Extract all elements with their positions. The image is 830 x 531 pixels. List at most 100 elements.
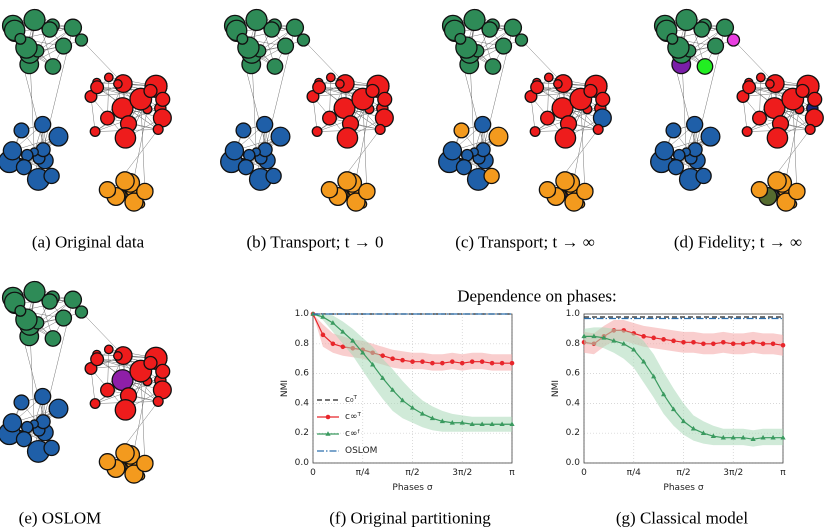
point <box>720 340 726 345</box>
node <box>44 330 62 347</box>
node <box>236 32 249 45</box>
node <box>665 122 682 139</box>
node <box>89 126 101 138</box>
point <box>340 344 346 350</box>
point <box>730 341 736 347</box>
node <box>89 398 101 410</box>
node <box>742 80 757 95</box>
x-tick-label: π/4 <box>627 468 641 478</box>
point <box>591 333 597 339</box>
node <box>320 181 339 199</box>
node <box>543 72 554 83</box>
point <box>750 340 756 345</box>
node <box>306 89 320 104</box>
edge <box>140 371 146 464</box>
node <box>115 443 135 463</box>
caption: (e) OSLOM <box>19 509 102 528</box>
point <box>479 359 485 364</box>
node <box>257 142 273 158</box>
y-tick-label: 0.4 <box>566 398 581 408</box>
node <box>63 290 83 309</box>
node <box>41 21 58 38</box>
node <box>675 8 698 32</box>
caption: (f) Original partitioning <box>329 509 491 528</box>
edge <box>580 99 586 192</box>
point <box>439 418 445 424</box>
point <box>380 375 386 380</box>
node <box>224 141 245 161</box>
point <box>330 320 336 325</box>
point <box>330 341 336 347</box>
point <box>680 418 687 424</box>
node <box>483 167 500 185</box>
edge <box>521 39 564 84</box>
node <box>454 32 467 45</box>
node <box>114 399 137 421</box>
point <box>720 434 726 440</box>
node <box>554 127 577 149</box>
point <box>710 433 716 438</box>
node <box>752 110 767 126</box>
x-tick-label: 0 <box>310 468 316 478</box>
point <box>380 353 385 359</box>
node <box>715 18 735 37</box>
node <box>54 37 73 55</box>
node <box>152 395 164 408</box>
y-tick-label: 0.0 <box>566 458 581 468</box>
legend-label: OSLOM <box>345 446 377 456</box>
node <box>103 72 114 83</box>
node <box>453 122 470 139</box>
figure-title: Dependence on phases: <box>457 287 617 306</box>
edge <box>81 39 124 84</box>
point <box>670 406 677 412</box>
node <box>136 454 154 473</box>
edge <box>362 99 368 192</box>
edge <box>81 311 124 356</box>
node <box>84 89 98 104</box>
node <box>23 8 46 32</box>
node <box>337 171 357 191</box>
node <box>795 83 810 99</box>
node <box>706 37 725 55</box>
node <box>63 18 83 37</box>
point <box>750 436 756 441</box>
point <box>671 338 676 344</box>
node <box>335 79 345 89</box>
node <box>265 167 282 185</box>
point <box>691 340 696 345</box>
point <box>581 333 587 339</box>
point <box>601 335 607 340</box>
node <box>555 171 575 191</box>
point <box>740 434 746 440</box>
x-tick-label: 3π/2 <box>723 468 743 478</box>
node <box>143 355 158 371</box>
edge <box>303 39 346 84</box>
point <box>770 434 776 440</box>
point <box>631 346 637 352</box>
point <box>730 434 736 440</box>
node <box>152 123 164 136</box>
y-tick-label: 0.6 <box>295 369 310 379</box>
node <box>488 126 509 147</box>
point <box>690 425 697 431</box>
edge <box>733 39 776 84</box>
point <box>611 338 617 343</box>
node <box>312 80 327 95</box>
node <box>377 91 393 107</box>
band <box>313 314 513 432</box>
node <box>237 159 255 176</box>
node <box>766 127 789 149</box>
node <box>256 115 274 134</box>
point <box>449 419 455 425</box>
node <box>13 122 30 139</box>
point <box>409 405 416 410</box>
x-tick-label: π/2 <box>676 468 690 478</box>
y-tick-label: 0.6 <box>566 369 581 379</box>
node <box>43 167 60 185</box>
node <box>325 72 336 83</box>
point <box>489 360 495 366</box>
node <box>152 108 172 128</box>
node <box>100 382 115 398</box>
node <box>695 167 712 185</box>
